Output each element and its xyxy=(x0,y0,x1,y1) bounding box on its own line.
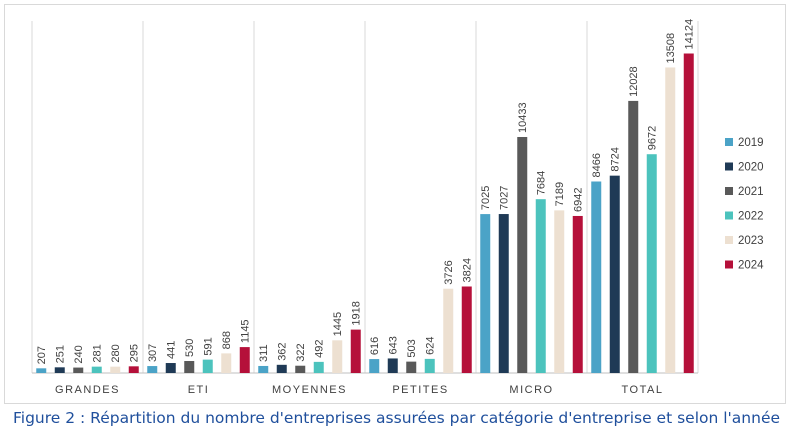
bar-eti-2023 xyxy=(221,353,232,373)
bar-total-2020 xyxy=(609,175,620,373)
legend-swatch-2022 xyxy=(725,211,733,220)
bar-total-2019 xyxy=(591,181,602,373)
bar-value-label: 492 xyxy=(314,340,326,358)
bar-micro-2020 xyxy=(498,214,509,373)
bar-total-2024 xyxy=(683,53,694,374)
bar-value-label: 280 xyxy=(110,344,122,362)
category-label-petites: PETITES xyxy=(392,384,448,396)
bar-value-label: 251 xyxy=(55,345,67,363)
bar-moyennes-2023 xyxy=(332,340,343,373)
bar-eti-2022 xyxy=(202,359,213,373)
bar-eti-2020 xyxy=(165,363,176,373)
bar-moyennes-2024 xyxy=(350,329,361,373)
bar-value-label: 7025 xyxy=(480,186,492,210)
bar-total-2022 xyxy=(646,154,657,373)
legend-label-2020: 2020 xyxy=(738,162,764,174)
legend-label-2019: 2019 xyxy=(738,137,764,149)
bar-value-label: 868 xyxy=(221,331,233,349)
bar-petites-2021 xyxy=(406,361,417,373)
bar-total-2023 xyxy=(665,67,676,373)
bar-eti-2021 xyxy=(184,361,195,373)
bar-value-label: 240 xyxy=(73,345,85,363)
legend-label-2022: 2022 xyxy=(738,211,764,223)
bar-value-label: 12028 xyxy=(628,66,640,97)
figure-caption: Figure 2 : Répartition du nombre d'entre… xyxy=(12,409,781,427)
legend-swatch-2024 xyxy=(725,260,733,269)
bar-grandes-2022 xyxy=(91,366,102,373)
bar-value-label: 643 xyxy=(388,336,400,354)
bar-micro-2024 xyxy=(572,215,583,373)
bar-value-label: 6942 xyxy=(573,187,585,211)
legend-swatch-2020 xyxy=(725,162,733,171)
legend-label-2023: 2023 xyxy=(738,235,764,247)
bar-value-label: 7027 xyxy=(499,186,511,210)
bar-grandes-2024 xyxy=(128,366,139,373)
bar-value-label: 307 xyxy=(147,344,159,362)
bar-grandes-2023 xyxy=(110,366,121,373)
bar-value-label: 207 xyxy=(36,346,48,364)
bar-value-label: 441 xyxy=(166,341,178,359)
bar-value-label: 362 xyxy=(277,342,289,360)
bar-total-2021 xyxy=(628,100,639,374)
category-label-micro: MICRO xyxy=(509,384,553,396)
legend-label-2021: 2021 xyxy=(738,186,764,198)
bar-eti-2024 xyxy=(239,347,250,373)
bar-value-label: 1145 xyxy=(240,319,252,343)
bar-value-label: 530 xyxy=(184,339,196,357)
chart-frame: 207 251 240 281 280 295 GRANDES 307 441 530 591 868… xyxy=(4,4,786,404)
bar-value-label: 7684 xyxy=(536,171,548,195)
bar-moyennes-2022 xyxy=(313,361,324,373)
bar-value-label: 7189 xyxy=(554,182,566,206)
bar-value-label: 281 xyxy=(92,344,104,362)
bar-moyennes-2020 xyxy=(276,364,287,373)
category-label-moyennes: MOYENNES xyxy=(272,384,347,396)
bar-value-label: 503 xyxy=(406,339,418,357)
bar-value-label: 10433 xyxy=(517,102,529,133)
legend-swatch-2019 xyxy=(725,138,733,146)
bar-petites-2024 xyxy=(461,286,472,373)
bar-value-label: 9672 xyxy=(647,126,659,150)
bar-value-label: 1445 xyxy=(332,312,344,336)
bar-grandes-2021 xyxy=(73,367,84,373)
bar-petites-2019 xyxy=(369,359,380,373)
bar-petites-2023 xyxy=(443,288,454,373)
bar-moyennes-2019 xyxy=(258,365,269,373)
category-label-grandes: GRANDES xyxy=(55,384,120,396)
legend-swatch-2021 xyxy=(725,187,733,195)
bar-value-label: 13508 xyxy=(665,33,677,64)
bar-chart: 207 251 240 281 280 295 GRANDES 307 441 530 591 868… xyxy=(31,19,764,396)
legend-label-2024: 2024 xyxy=(738,260,764,272)
bar-petites-2020 xyxy=(387,358,398,373)
bar-micro-2019 xyxy=(480,214,491,373)
category-label-eti: ETI xyxy=(188,384,210,396)
bar-value-label: 3726 xyxy=(443,260,455,284)
bar-grandes-2019 xyxy=(36,368,47,373)
bar-value-label: 1918 xyxy=(351,301,363,325)
bar-value-label: 14124 xyxy=(684,19,696,50)
bar-eti-2019 xyxy=(147,366,158,373)
bar-value-label: 8466 xyxy=(591,153,603,177)
bar-micro-2021 xyxy=(517,136,528,373)
bar-value-label: 311 xyxy=(258,344,270,362)
bar-micro-2023 xyxy=(554,210,565,373)
bar-value-label: 8724 xyxy=(610,147,622,171)
bar-moyennes-2021 xyxy=(295,365,306,373)
bar-value-label: 322 xyxy=(295,343,307,361)
category-label-total: TOTAL xyxy=(622,384,664,396)
bar-value-label: 591 xyxy=(203,337,215,355)
bar-value-label: 295 xyxy=(129,344,141,362)
bar-value-label: 616 xyxy=(369,337,381,355)
legend-swatch-2023 xyxy=(725,236,733,244)
bar-grandes-2020 xyxy=(54,367,65,373)
bar-petites-2022 xyxy=(424,358,435,373)
bar-value-label: 3824 xyxy=(462,258,474,282)
bar-value-label: 624 xyxy=(425,337,437,355)
bar-micro-2022 xyxy=(535,199,546,373)
